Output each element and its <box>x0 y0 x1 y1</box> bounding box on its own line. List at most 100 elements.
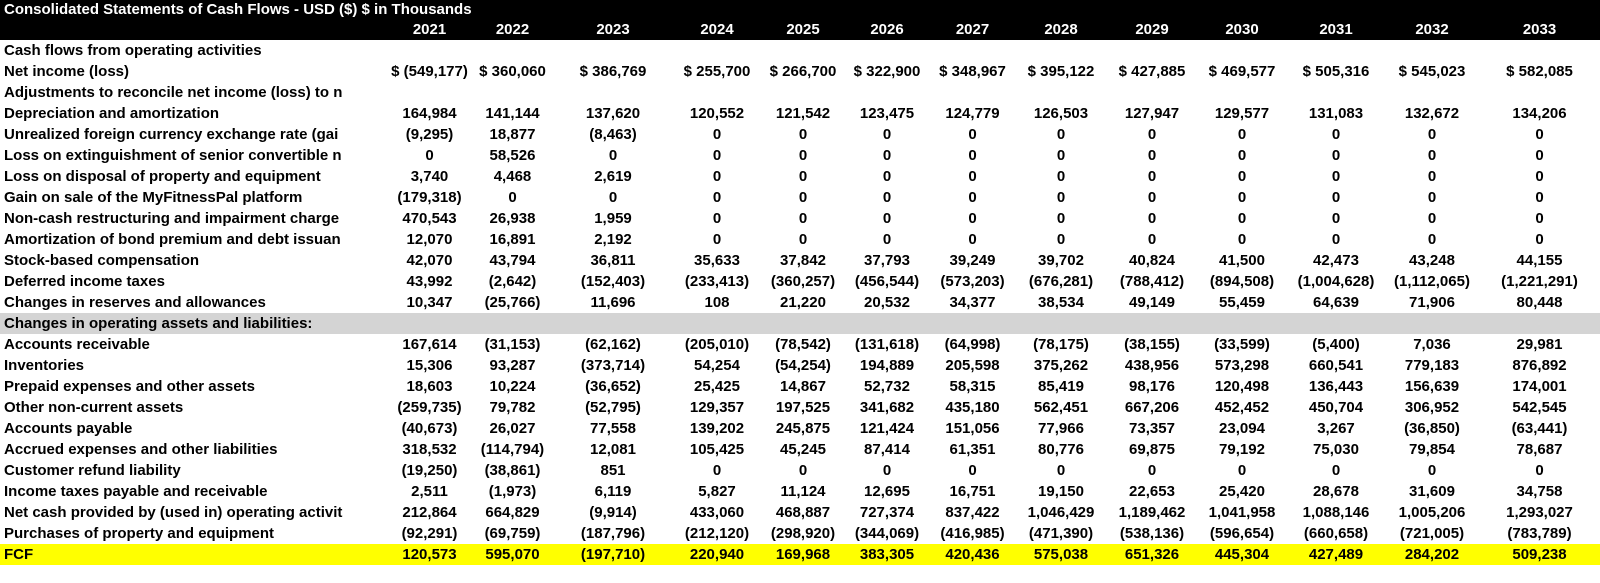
value-cell: 0 <box>798 462 808 479</box>
value-cell: (152,403) <box>580 273 646 290</box>
value-cell: (596,654) <box>1209 525 1275 542</box>
table-row: Cash flows from operating activities <box>0 40 1600 61</box>
value-cell: 0 <box>1237 210 1247 227</box>
value-cell: 0 <box>882 126 892 143</box>
value-cell: (64,998) <box>944 336 1001 353</box>
value-cell: 1,293,027 <box>1506 504 1573 521</box>
value-cell: 87,414 <box>864 441 910 458</box>
table-row: Accounts payable (40,673) 26,027 77,558 139,… <box>0 418 1600 439</box>
value-cell: 0 <box>1331 126 1341 143</box>
value-cell: 542,545 <box>1512 399 1567 416</box>
value-cell: 139,202 <box>689 420 745 437</box>
value-cell: 44,155 <box>1516 252 1563 269</box>
value-cell: 164,984 <box>402 105 457 122</box>
table-row: Loss on disposal of property and equipme… <box>0 166 1600 187</box>
value-cell: 0 <box>798 147 808 164</box>
value-cell: 0 <box>1056 231 1066 248</box>
value-cell: (78,175) <box>1033 336 1089 353</box>
value-cell: 0 <box>1056 168 1066 185</box>
value-cell: 0 <box>882 231 892 248</box>
value-cell: 0 <box>882 147 892 164</box>
row-label: Inventories <box>4 357 85 374</box>
row-label: Depreciation and amortization <box>4 105 220 122</box>
value-cell: 427,489 <box>1308 546 1364 563</box>
value-cell: 18,603 <box>406 378 453 395</box>
value-cell: 58,315 <box>949 378 996 395</box>
value-cell: 40,824 <box>1129 252 1175 269</box>
value-cell: 55,459 <box>1219 294 1265 311</box>
value-cell: 0 <box>1535 147 1544 164</box>
value-cell: 11,124 <box>780 483 826 500</box>
value-cell: $ 505,316 <box>1302 63 1370 80</box>
value-cell: 0 <box>798 168 808 185</box>
row-label: Accounts payable <box>4 420 133 437</box>
table-row: Stock-based compensation 42,070 43,794 36,8… <box>0 250 1600 271</box>
value-cell: 37,793 <box>864 252 910 269</box>
year-header: 2021 <box>412 21 447 38</box>
value-cell: 562,451 <box>1033 399 1089 416</box>
row-label: Prepaid expenses and other assets <box>4 378 255 395</box>
table-row: Deferred income taxes 43,992 (2,642) (152,4… <box>0 271 1600 292</box>
value-cell: 121,542 <box>775 105 831 122</box>
value-cell: 42,473 <box>1313 252 1359 269</box>
value-cell: 0 <box>798 231 808 248</box>
value-cell: (538,136) <box>1119 525 1185 542</box>
value-cell: 31,609 <box>1409 483 1455 500</box>
value-cell: 0 <box>1056 189 1066 206</box>
year-header: 2026 <box>870 21 904 38</box>
value-cell: 727,374 <box>859 504 915 521</box>
value-cell: 26,938 <box>489 210 536 227</box>
value-cell: 194,889 <box>859 357 915 374</box>
row-label: Cash flows from operating activities <box>4 42 262 59</box>
value-cell: 435,180 <box>945 399 1000 416</box>
value-cell: 69,875 <box>1129 441 1175 458</box>
value-cell: 7,036 <box>1413 336 1451 353</box>
value-cell: $ 545,023 <box>1398 63 1466 80</box>
value-cell: 34,377 <box>949 294 996 311</box>
value-cell: 0 <box>608 189 618 206</box>
value-cell: 0 <box>1427 189 1437 206</box>
value-cell: 651,326 <box>1124 546 1180 563</box>
value-cell: 4,468 <box>493 168 532 185</box>
row-label: FCF <box>4 546 34 563</box>
value-cell: (69,759) <box>484 525 541 542</box>
value-cell: 1,046,429 <box>1027 504 1095 521</box>
value-cell: 1,005,206 <box>1398 504 1466 521</box>
value-cell: 127,947 <box>1124 105 1180 122</box>
value-cell: 18,877 <box>489 126 536 143</box>
row-label: Net income (loss) <box>4 63 130 80</box>
value-cell: 10,224 <box>489 378 536 395</box>
value-cell: 43,992 <box>406 273 453 290</box>
value-cell: 73,357 <box>1129 420 1175 437</box>
value-cell: 0 <box>1056 210 1066 227</box>
value-cell: 438,956 <box>1124 357 1180 374</box>
row-label: Changes in operating assets and liabilit… <box>4 315 313 332</box>
value-cell: (8,463) <box>589 126 637 143</box>
table-row: Gain on sale of the MyFitnessPal platfor… <box>0 187 1600 208</box>
value-cell: 80,448 <box>1516 294 1563 311</box>
value-cell: (1,004,628) <box>1297 273 1375 290</box>
value-cell: 0 <box>968 210 977 227</box>
value-cell: (456,544) <box>854 273 920 290</box>
value-cell: (373,714) <box>580 357 646 374</box>
value-cell: 20,532 <box>864 294 910 311</box>
value-cell: $ 427,885 <box>1118 63 1186 80</box>
value-cell: 131,083 <box>1308 105 1364 122</box>
value-cell: 124,779 <box>945 105 1000 122</box>
year-header: 2025 <box>786 21 820 38</box>
value-cell: 71,906 <box>1409 294 1455 311</box>
value-cell: 383,305 <box>859 546 915 563</box>
value-cell: 0 <box>798 189 808 206</box>
value-cell: 0 <box>968 189 977 206</box>
table-row: Amortization of bond premium and debt is… <box>0 229 1600 250</box>
value-cell: 120,573 <box>402 546 457 563</box>
value-cell: (19,250) <box>401 462 458 479</box>
value-cell: 16,891 <box>489 231 536 248</box>
table-row: Income taxes payable and receivable 2,511… <box>0 481 1600 502</box>
value-cell: 573,298 <box>1214 357 1270 374</box>
value-cell: 220,940 <box>689 546 745 563</box>
value-cell: 28,678 <box>1313 483 1359 500</box>
table-row: Changes in reserves and allowances 10,347… <box>0 292 1600 313</box>
value-cell: 0 <box>968 462 977 479</box>
value-cell: 0 <box>1237 231 1247 248</box>
